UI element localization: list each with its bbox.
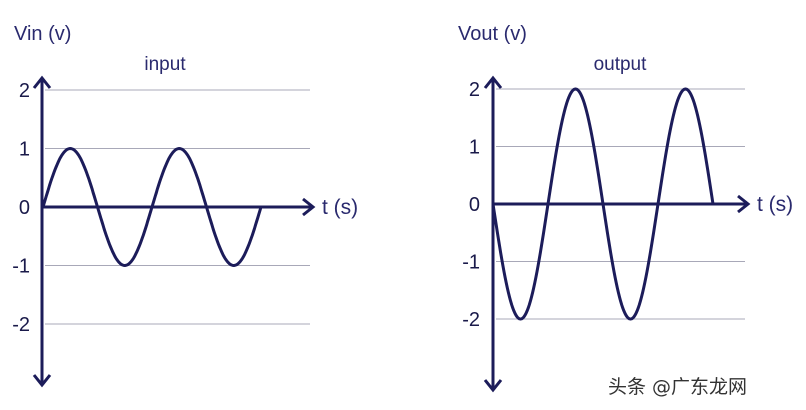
y-tick-label: 0 — [469, 194, 480, 216]
chart-panel-input: 2 1 0 -1 -2 Vin (v) input t (s) — [12, 23, 358, 388]
y-axis-arrow-down — [483, 379, 503, 393]
chart-panel-output: 2 1 0 -1 -2 Vout (v) output t (s) — [458, 23, 793, 393]
x-axis-label: t (s) — [757, 193, 793, 216]
series-line-input — [41, 147, 263, 267]
y-axis-arrow-up — [483, 75, 503, 89]
y-tick-label: -2 — [12, 314, 30, 336]
chart-title: output — [594, 54, 648, 75]
y-tick-label: 1 — [19, 139, 30, 161]
series-line-output — [491, 87, 715, 321]
x-axis-arrow — [737, 194, 751, 214]
x-axis-label: t (s) — [322, 196, 358, 219]
y-tick-label: -2 — [462, 309, 480, 331]
y-tick-label: 0 — [19, 197, 30, 219]
y-axis-label: Vout (v) — [458, 23, 527, 45]
y-tick-label: 1 — [469, 137, 480, 159]
y-tick-label: -1 — [462, 252, 480, 274]
y-tick-label: 2 — [19, 80, 30, 102]
x-axis-arrow — [302, 197, 316, 217]
y-axis-arrow-up — [32, 75, 52, 89]
y-tick-label: 2 — [469, 79, 480, 101]
chart-title: input — [144, 54, 186, 75]
y-tick-label: -1 — [12, 256, 30, 278]
y-axis-label: Vin (v) — [14, 23, 71, 45]
y-axis-arrow-down — [32, 374, 52, 388]
watermark: 头条 @广东龙网 — [608, 376, 748, 398]
